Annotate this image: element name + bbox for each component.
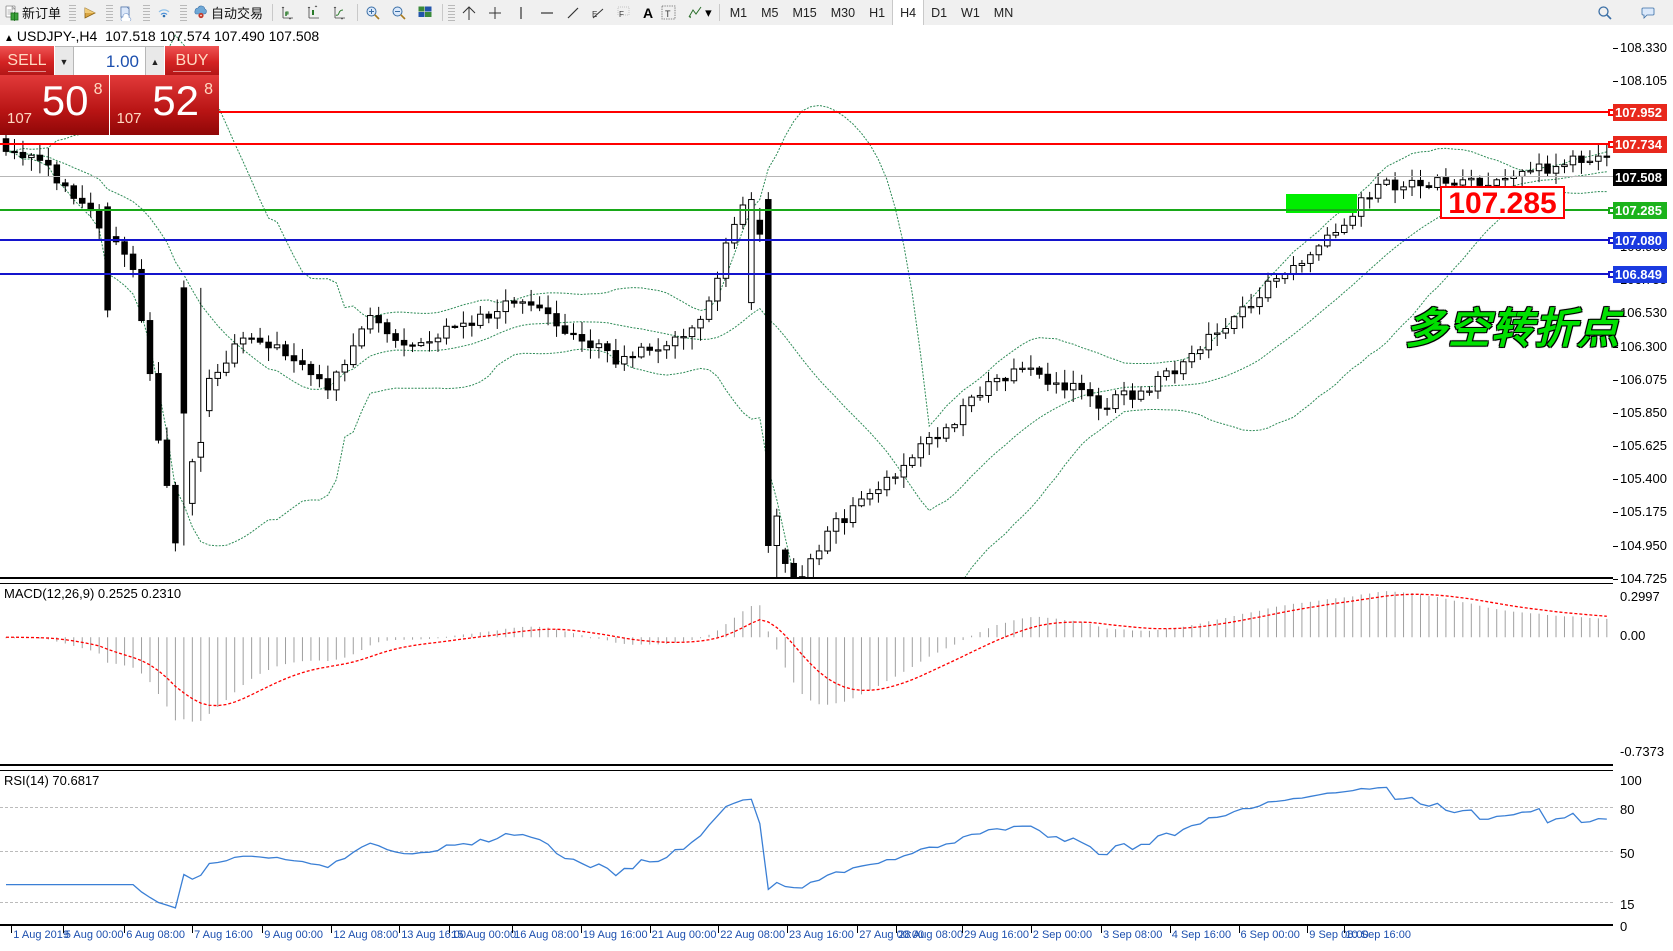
svg-text:T: T	[665, 9, 671, 19]
svg-text:F: F	[619, 10, 624, 19]
